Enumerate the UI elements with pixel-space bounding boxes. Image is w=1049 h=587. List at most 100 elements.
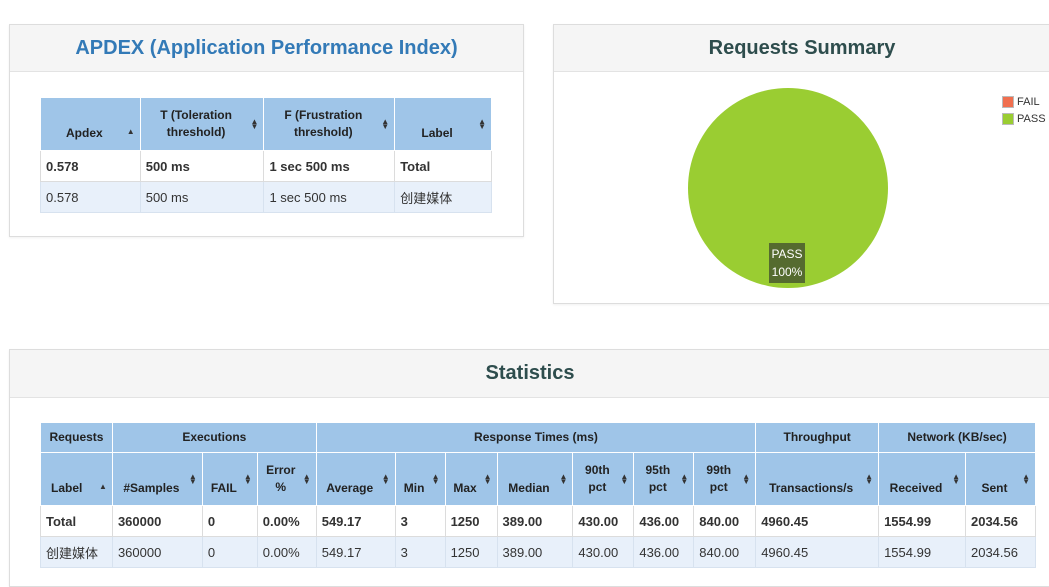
sort-asc-icon: ▲	[99, 482, 107, 491]
table-cell: 840.00	[693, 505, 757, 537]
table-cell: 1250	[444, 505, 498, 537]
sort-icon: ▲ ▼	[952, 472, 960, 486]
table-cell: 549.17	[315, 536, 396, 568]
sort-icon: ▲ ▼	[188, 472, 197, 486]
stats-col-99th[interactable]: 99th pct ▲ ▼	[693, 452, 757, 506]
summary-title: Requests Summary	[708, 36, 896, 59]
statistics-table: Requests Executions Response Times (ms) …	[40, 422, 1037, 568]
apdex-col-f[interactable]: F (Frustration threshold) ▲ ▼	[263, 97, 396, 151]
sort-asc-icon: ▲	[126, 127, 135, 136]
apdex-col-apdex[interactable]: Apdex ▲	[40, 97, 141, 151]
statistics-panel-header: Statistics	[10, 350, 1049, 398]
apdex-col-label[interactable]: Label ▲ ▼	[394, 97, 492, 151]
statistics-title: Statistics	[485, 362, 575, 384]
table-cell: 0.578	[40, 181, 141, 213]
stats-col-max[interactable]: Max ▲ ▼	[444, 452, 498, 506]
apdex-table: Apdex ▲ T (Toleration threshold) ▲ ▼ F (F…	[40, 97, 492, 213]
stats-col-received[interactable]: Received ▲ ▼	[878, 452, 966, 506]
pie-slice-pass[interactable]	[688, 88, 888, 288]
table-cell: 2034.56	[964, 536, 1037, 568]
statistics-body: Total 360000 0 0.00% 549.17 3 1250 389.00 430.00…	[40, 505, 1037, 568]
table-cell: 0	[201, 505, 258, 537]
stats-col-fail[interactable]: FAIL ▲ ▼	[201, 452, 258, 506]
stats-col-median[interactable]: Median ▲ ▼	[496, 452, 574, 506]
pie-slice-label: PASS 100%	[769, 243, 805, 283]
table-cell: 1554.99	[878, 536, 966, 568]
stats-col-90th[interactable]: 90th pct ▲ ▼	[572, 452, 635, 506]
apdex-title: APDEX (Application Performance Index)	[75, 36, 458, 59]
sort-icon: ▲ ▼	[478, 117, 486, 131]
table-cell: 1 sec 500 ms	[263, 150, 396, 182]
table-cell: 430.00	[572, 505, 635, 537]
pie-chart	[688, 88, 888, 288]
sort-icon: ▲ ▼	[381, 472, 390, 486]
sort-icon: ▲ ▼	[250, 117, 259, 131]
stats-col-95th[interactable]: 95th pct ▲ ▼	[633, 452, 695, 506]
table-row: 创建媒体 360000 0 0.00% 549.17 3 1250 389.00 430.00 4…	[40, 536, 1037, 568]
stats-col-transactions[interactable]: Transactions/s ▲ ▼	[755, 452, 880, 506]
table-cell: 500 ms	[139, 150, 265, 182]
apdex-panel-header: APDEX (Application Performance Index)	[10, 25, 523, 72]
statistics-column-headers: Label ▲ #Samples ▲ ▼ FAIL ▲ ▼ Error % ▲ ▼ Aver…	[40, 452, 1037, 506]
table-cell: 4960.45	[755, 505, 880, 537]
table-cell: 1250	[444, 536, 498, 568]
apdex-total-row: 0.578 500 ms 1 sec 500 ms Total	[40, 150, 492, 182]
group-header-throughput: Throughput	[755, 422, 880, 453]
table-cell: 360000	[111, 536, 203, 568]
pie-label-value: 100%	[771, 265, 803, 279]
summary-panel-header: Requests Summary	[554, 25, 1049, 72]
table-cell: 3	[394, 536, 446, 568]
legend-label: PASS	[1017, 112, 1046, 125]
table-cell: 3	[394, 505, 446, 537]
apdex-panel: APDEX (Application Performance Index) Ap…	[9, 24, 524, 237]
statistics-total-row: Total 360000 0 0.00% 549.17 3 1250 389.00 430.00…	[40, 505, 1037, 537]
apdex-col-t[interactable]: T (Toleration threshold) ▲ ▼	[139, 97, 265, 151]
legend-label: FAIL	[1017, 95, 1040, 108]
table-cell: 创建媒体	[394, 181, 492, 213]
apdex-data-row: 0.578 500 ms 1 sec 500 ms 创建媒体	[40, 181, 492, 213]
table-cell: 389.00	[496, 536, 574, 568]
stats-col-label[interactable]: Label ▲	[40, 452, 113, 506]
sort-icon: ▲ ▼	[559, 472, 568, 486]
sort-icon: ▲ ▼	[431, 472, 440, 486]
sort-icon: ▲ ▼	[381, 117, 390, 131]
table-cell: 1 sec 500 ms	[263, 181, 396, 213]
table-cell: 360000	[111, 505, 203, 537]
group-header-executions: Executions	[111, 422, 317, 453]
sort-icon: ▲ ▼	[865, 472, 874, 486]
table-cell: 0.578	[40, 150, 141, 182]
stats-col-sent[interactable]: Sent ▲ ▼	[964, 452, 1037, 506]
table-cell: Total	[394, 150, 492, 182]
table-cell: 0	[201, 536, 258, 568]
table-cell: 1554.99	[878, 505, 966, 537]
sort-icon: ▲ ▼	[620, 472, 629, 486]
group-header-network: Network (KB/sec)	[878, 422, 1036, 453]
legend-swatch	[1002, 95, 1014, 108]
table-cell: 389.00	[496, 505, 574, 537]
sort-icon: ▲ ▼	[680, 472, 689, 486]
table-cell: 500 ms	[139, 181, 265, 213]
requests-summary-panel: Requests Summary PASS 100% FAIL PASS	[553, 24, 1049, 304]
stats-col-samples[interactable]: #Samples ▲ ▼	[111, 452, 203, 506]
stats-col-error[interactable]: Error % ▲ ▼	[256, 452, 317, 506]
table-cell: 840.00	[693, 536, 757, 568]
stats-col-average[interactable]: Average ▲ ▼	[315, 452, 396, 506]
legend-item-pass[interactable]: PASS	[1002, 110, 1046, 127]
table-cell: 549.17	[315, 505, 396, 537]
legend-swatch	[1002, 112, 1014, 125]
sort-icon: ▲ ▼	[742, 472, 751, 486]
table-cell: 0.00%	[256, 536, 317, 568]
table-cell: Total	[40, 505, 113, 537]
table-cell: 436.00	[633, 536, 695, 568]
table-cell: 4960.45	[755, 536, 880, 568]
stats-col-min[interactable]: Min ▲ ▼	[394, 452, 446, 506]
table-cell: 0.00%	[256, 505, 317, 537]
table-cell: 430.00	[572, 536, 635, 568]
table-cell: 436.00	[633, 505, 695, 537]
table-cell: 创建媒体	[40, 536, 113, 568]
sort-icon: ▲ ▼	[1022, 472, 1030, 486]
sort-icon: ▲ ▼	[302, 472, 311, 486]
table-cell: 2034.56	[964, 505, 1037, 537]
legend-item-fail[interactable]: FAIL	[1002, 93, 1046, 110]
pie-legend: FAIL PASS	[1002, 93, 1046, 127]
